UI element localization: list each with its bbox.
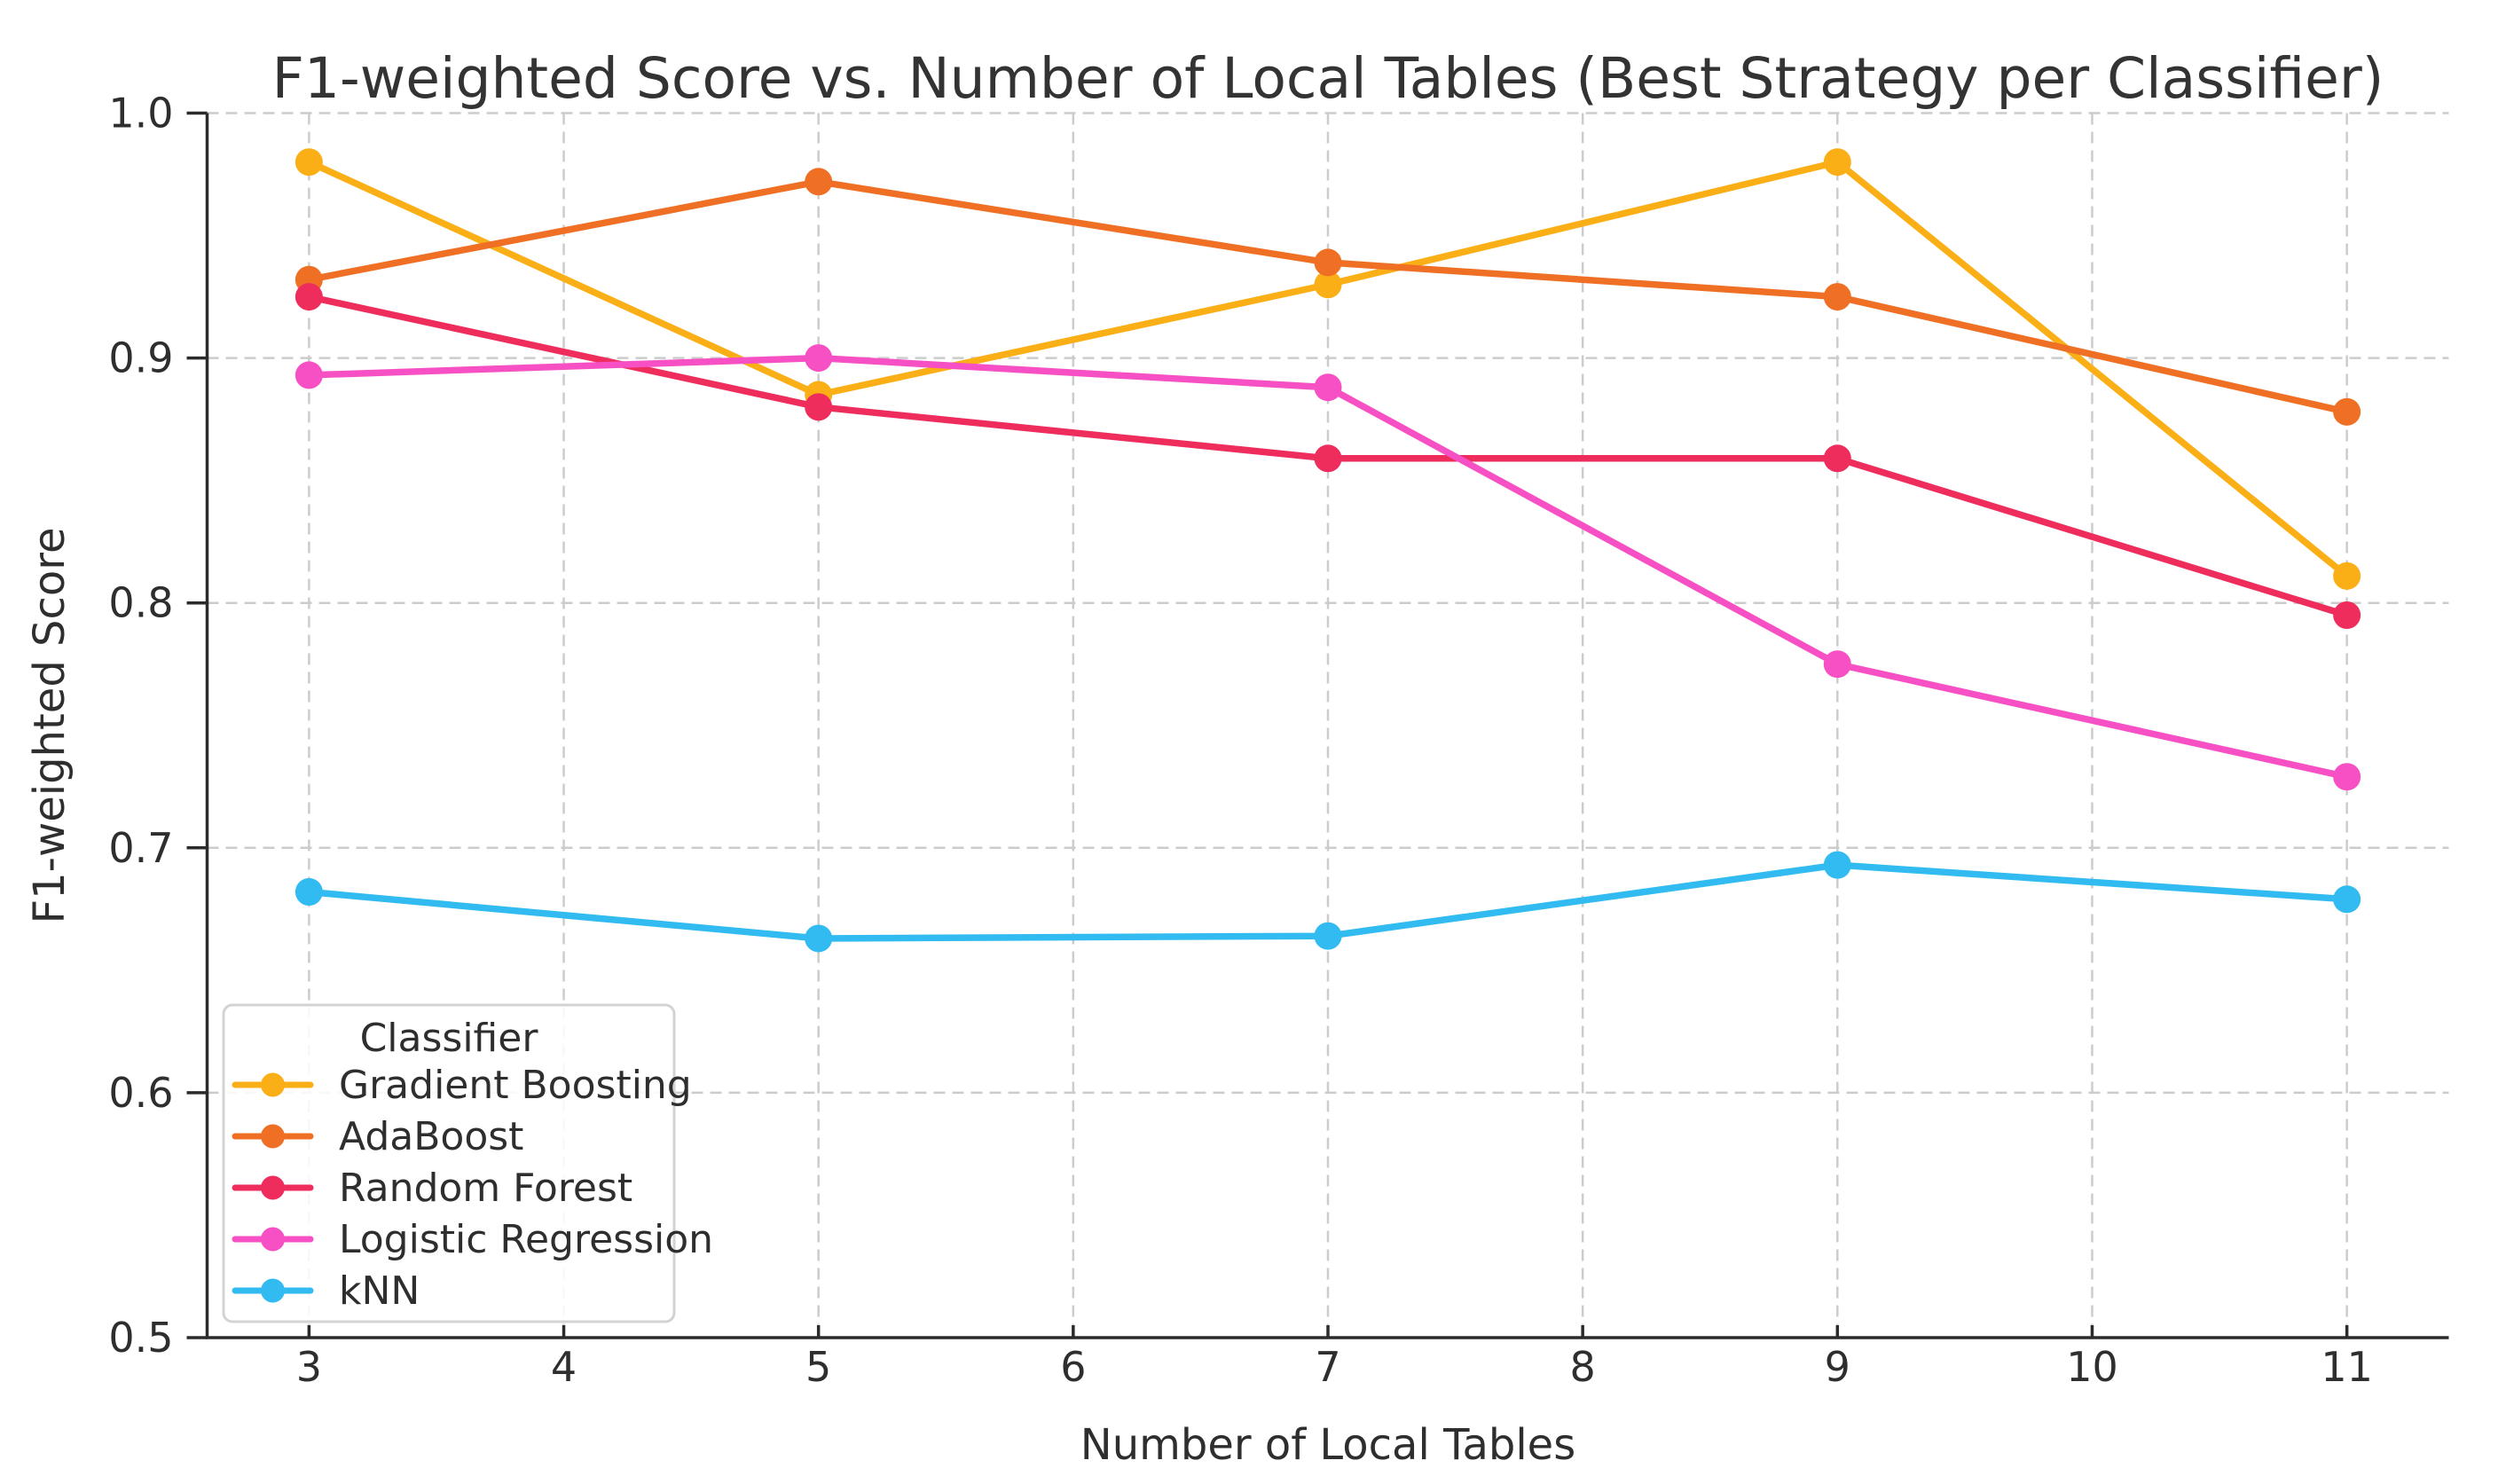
- y-tick-label-0.9: 0.9: [108, 334, 173, 382]
- point-gradient-boosting-x11: [2333, 561, 2361, 590]
- legend-label-knn: kNN: [339, 1268, 420, 1314]
- x-tick-label-11: 11: [2321, 1343, 2373, 1391]
- point-knn-x9: [1823, 851, 1851, 879]
- point-logistic-regression-x5: [805, 344, 833, 373]
- point-adaboost-x9: [1823, 283, 1851, 311]
- point-logistic-regression-x9: [1823, 650, 1851, 679]
- legend-item-adaboost: AdaBoost: [232, 1114, 523, 1159]
- legend-title: Classifier: [360, 1016, 539, 1061]
- legend-label-gradient-boosting: Gradient Boosting: [339, 1063, 692, 1108]
- point-logistic-regression-x7: [1314, 373, 1342, 402]
- point-knn-x5: [805, 924, 833, 953]
- point-adaboost-x7: [1314, 248, 1342, 277]
- point-logistic-regression-x11: [2333, 763, 2361, 791]
- legend-item-logistic-regression: Logistic Regression: [232, 1217, 713, 1262]
- point-gradient-boosting-x3: [295, 148, 323, 177]
- x-axis-label: Number of Local Tables: [1080, 1420, 1575, 1470]
- y-tick-label-0.5: 0.5: [108, 1314, 173, 1362]
- point-gradient-boosting-x7: [1314, 271, 1342, 299]
- point-random-forest-x5: [805, 393, 833, 421]
- x-tick-label-4: 4: [551, 1343, 577, 1391]
- point-gradient-boosting-x9: [1823, 148, 1851, 177]
- y-tick-label-0.7: 0.7: [108, 824, 173, 872]
- legend-item-knn: kNN: [232, 1268, 420, 1314]
- legend-item-gradient-boosting: Gradient Boosting: [232, 1063, 692, 1108]
- legend-swatch-marker-random-forest: [261, 1175, 285, 1200]
- x-tick-label-9: 9: [1825, 1343, 1850, 1391]
- point-random-forest-x9: [1823, 444, 1851, 473]
- chart-title: F1-weighted Score vs. Number of Local Ta…: [272, 46, 2384, 111]
- x-tick-label-5: 5: [805, 1343, 831, 1391]
- point-adaboost-x5: [805, 168, 833, 196]
- x-tick-label-7: 7: [1315, 1343, 1340, 1391]
- legend-swatch-marker-adaboost: [261, 1124, 285, 1149]
- legend-item-random-forest: Random Forest: [232, 1166, 632, 1211]
- plot-area: 3 4 5 6 7 8 9 10 11 0.5 0.6 0.7 0.8 0.9 1.0 ClassifierG…: [108, 90, 2449, 1391]
- legend-box: [222, 1003, 676, 1323]
- legend-label-logistic-regression: Logistic Regression: [339, 1217, 713, 1262]
- point-random-forest-x11: [2333, 601, 2361, 630]
- legend-label-adaboost: AdaBoost: [339, 1114, 523, 1159]
- x-tick-label-3: 3: [296, 1343, 322, 1391]
- y-axis-label: F1-weighted Score: [25, 528, 75, 924]
- legend-swatch-marker-knn: [261, 1278, 285, 1303]
- point-knn-x11: [2333, 885, 2361, 914]
- x-tick-label-10: 10: [2066, 1343, 2118, 1391]
- x-tick-label-8: 8: [1570, 1343, 1596, 1391]
- legend-swatch-marker-logistic-regression: [261, 1227, 285, 1252]
- point-random-forest-x3: [295, 283, 323, 311]
- y-tick-label-0.8: 0.8: [108, 579, 173, 627]
- x-tick-label-6: 6: [1060, 1343, 1086, 1391]
- point-logistic-regression-x3: [295, 361, 323, 389]
- point-adaboost-x11: [2333, 397, 2361, 426]
- y-tick-label-1: 1.0: [108, 90, 173, 137]
- point-random-forest-x7: [1314, 444, 1342, 473]
- point-knn-x7: [1314, 922, 1342, 950]
- y-tick-label-0.6: 0.6: [108, 1069, 173, 1117]
- legend-swatch-marker-gradient-boosting: [261, 1072, 285, 1097]
- point-knn-x3: [295, 877, 323, 906]
- legend-label-random-forest: Random Forest: [339, 1166, 632, 1211]
